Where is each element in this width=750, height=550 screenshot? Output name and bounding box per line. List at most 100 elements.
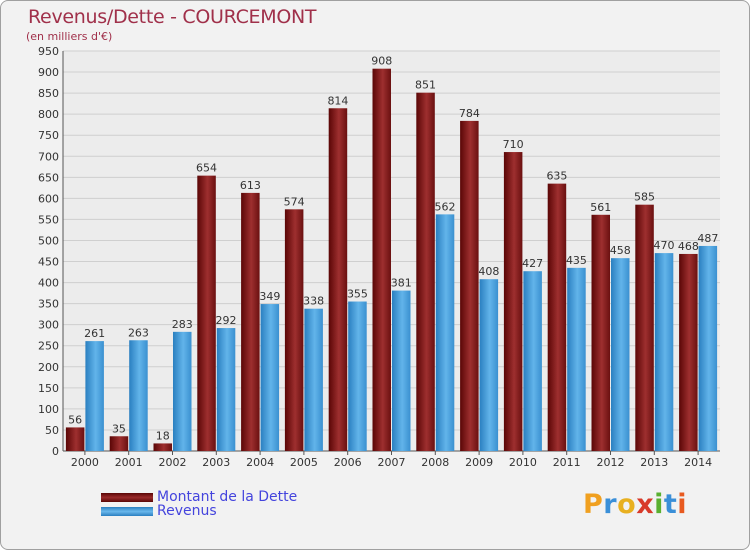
logo-letter: i: [654, 489, 664, 520]
bar-revenus: [523, 271, 542, 451]
logo-letter: t: [663, 489, 678, 520]
y-tick-label: 150: [38, 382, 59, 395]
data-label-revenus: 381: [391, 277, 412, 290]
bar-revenus: [129, 340, 148, 451]
y-tick-label: 200: [38, 361, 59, 374]
data-label-revenus: 283: [172, 318, 193, 331]
logo-letter: r: [603, 489, 618, 520]
data-label-dette: 18: [156, 429, 170, 442]
data-label-revenus: 355: [347, 288, 368, 301]
y-tick-label: 50: [45, 424, 59, 437]
data-label-dette: 908: [371, 55, 392, 68]
logo-letter: P: [583, 489, 604, 520]
bar-dette: [153, 443, 172, 451]
x-tick-label: 2012: [597, 456, 625, 469]
data-label-revenus: 435: [566, 254, 587, 267]
bar-revenus: [216, 328, 236, 451]
data-label-revenus: 427: [522, 257, 543, 270]
data-label-revenus: 487: [697, 232, 718, 245]
y-tick-label: 650: [38, 171, 59, 184]
x-tick-label: 2007: [378, 456, 406, 469]
y-tick-label: 250: [38, 340, 59, 353]
bar-revenus: [435, 214, 455, 451]
bar-revenus: [392, 290, 411, 451]
bar-dette: [284, 209, 304, 451]
x-tick-label: 2008: [421, 456, 449, 469]
data-label-revenus: 349: [259, 290, 280, 303]
bar-revenus: [567, 267, 586, 451]
data-label-revenus: 338: [303, 295, 324, 308]
x-tick-label: 2014: [684, 456, 712, 469]
logo-letter: x: [636, 489, 655, 520]
y-tick-label: 500: [38, 234, 59, 247]
bar-dette: [416, 92, 435, 452]
x-tick-label: 2003: [202, 456, 230, 469]
y-tick-label: 550: [38, 213, 59, 226]
bar-revenus: [260, 304, 280, 451]
y-tick-label: 700: [38, 150, 59, 163]
bar-dette: [460, 120, 479, 451]
data-label-revenus: 263: [128, 326, 149, 339]
bar-dette: [109, 436, 129, 451]
bar-revenus: [611, 258, 630, 451]
y-tick-label: 450: [38, 256, 59, 269]
y-tick-label: 750: [38, 129, 59, 142]
x-tick-label: 2011: [553, 456, 581, 469]
x-tick-label: 2004: [246, 456, 274, 469]
bar-dette: [503, 152, 523, 452]
data-label-revenus: 292: [216, 314, 237, 327]
x-tick-label: 2009: [465, 456, 493, 469]
chart-subtitle: (en milliers d'€): [26, 30, 113, 43]
data-label-dette: 35: [112, 422, 126, 435]
data-label-dette: 814: [327, 94, 348, 107]
legend-item-revenus: Revenus: [101, 503, 217, 519]
x-tick-label: 2005: [290, 456, 318, 469]
bar-dette: [197, 175, 216, 451]
bar-revenus: [85, 341, 104, 451]
data-label-dette: 654: [196, 162, 217, 175]
logo-letter: i: [677, 489, 688, 520]
x-tick-label: 2013: [640, 456, 668, 469]
bar-revenus: [173, 331, 192, 451]
x-tick-label: 2010: [509, 456, 537, 469]
plot-area: [63, 51, 720, 451]
logo-letter: o: [617, 489, 637, 520]
proxiti-logo: Proxiti: [583, 489, 687, 520]
data-label-revenus: 470: [654, 239, 675, 252]
data-label-dette: 56: [68, 413, 82, 426]
data-label-dette: 468: [678, 240, 699, 253]
bar-revenus: [479, 279, 499, 451]
legend-label-revenus: Revenus: [157, 503, 217, 519]
y-tick-label: 850: [38, 87, 59, 100]
y-tick-label: 900: [38, 66, 59, 79]
bar-revenus: [304, 308, 323, 451]
data-label-revenus: 562: [435, 200, 456, 213]
data-label-revenus: 261: [84, 327, 105, 340]
legend-swatch-revenus: [101, 506, 153, 516]
data-label-dette: 613: [240, 179, 261, 192]
data-label-dette: 635: [546, 170, 567, 183]
y-tick-label: 300: [38, 319, 59, 332]
y-tick-label: 0: [52, 445, 59, 458]
bar-revenus: [698, 245, 718, 451]
y-tick-label: 100: [38, 403, 59, 416]
bar-dette: [547, 183, 567, 451]
chart-title: Revenus/Dette - COURCEMONT: [28, 6, 317, 28]
y-tick-label: 950: [38, 45, 59, 58]
x-tick-label: 2002: [159, 456, 187, 469]
data-label-dette: 784: [459, 107, 480, 120]
bar-dette: [372, 68, 391, 452]
x-tick-label: 2001: [115, 456, 143, 469]
bar-revenus: [348, 301, 367, 451]
legend-item-dette: Montant de la Dette: [101, 489, 297, 505]
y-tick-label: 350: [38, 298, 59, 311]
x-tick-label: 2000: [71, 456, 99, 469]
y-tick-label: 400: [38, 277, 59, 290]
data-label-revenus: 458: [610, 244, 631, 257]
bar-revenus: [654, 253, 674, 451]
bar-dette: [635, 204, 654, 451]
data-label-dette: 585: [634, 191, 655, 204]
data-label-dette: 574: [284, 195, 305, 208]
